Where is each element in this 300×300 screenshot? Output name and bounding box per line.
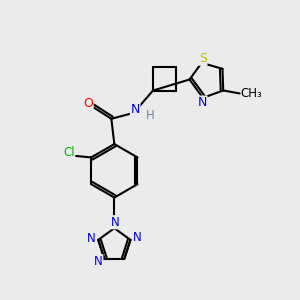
- Text: S: S: [199, 52, 207, 65]
- Text: CH₃: CH₃: [241, 87, 262, 100]
- Text: Cl: Cl: [63, 146, 75, 160]
- Text: N: N: [111, 216, 120, 229]
- Text: N: N: [133, 231, 141, 244]
- Text: N: N: [87, 232, 96, 245]
- Text: H: H: [146, 109, 154, 122]
- Text: N: N: [130, 103, 140, 116]
- Text: N: N: [94, 255, 103, 268]
- Text: N: N: [198, 96, 207, 109]
- Text: O: O: [83, 97, 93, 110]
